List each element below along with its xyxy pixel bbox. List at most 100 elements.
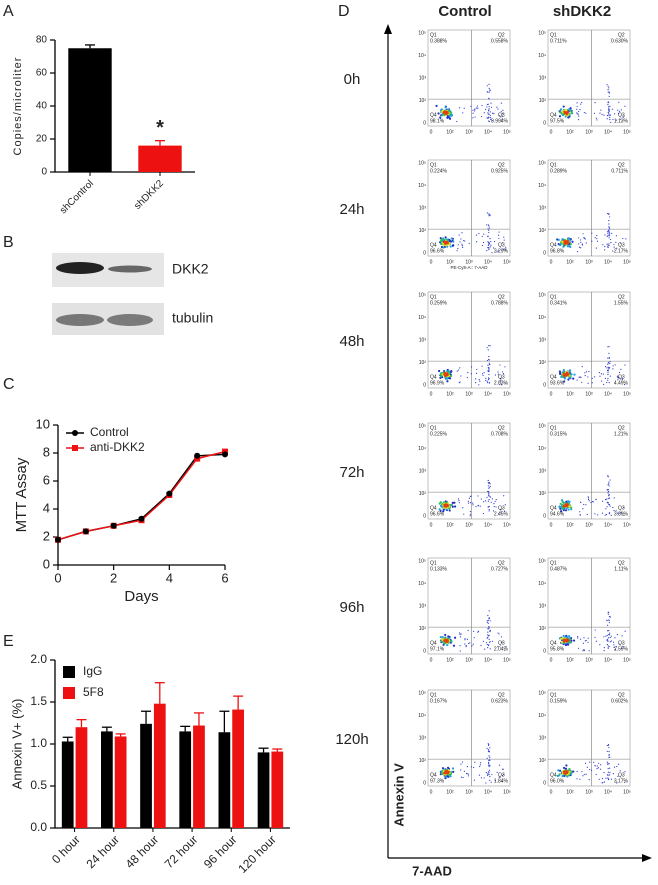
event-dot [594,765,596,767]
event-dot [587,496,589,498]
event-dot [464,240,466,242]
event-dot [566,245,570,248]
event-dot [561,238,564,241]
event-dot [453,636,457,639]
event-dot [603,781,606,783]
event-dot [463,513,465,515]
event-dot [500,508,502,510]
event-dot [487,614,489,617]
event-dot [494,500,496,503]
event-dot [607,647,609,649]
event-dot [469,642,471,644]
event-dot [604,245,606,248]
event-dot [489,496,492,498]
event-dot [487,479,489,482]
event-dot [487,370,489,372]
marker [110,522,117,529]
event-dot [468,242,470,244]
quadrant-value: 0.259% [430,300,448,306]
flow-tick: 10⁵ [538,160,546,166]
event-dot [488,618,491,620]
flow-tick: 10⁵ [418,558,426,564]
event-dot [458,502,460,504]
quadrant-name: Q3 [498,505,505,511]
event-dot [606,634,608,636]
event-dot [606,246,609,248]
event-dot [487,110,490,112]
event-dot [449,370,453,373]
event-dot [467,629,469,632]
event-dot [620,109,622,111]
event-dot [607,229,610,232]
event-dot [490,118,492,121]
event-dot [584,238,586,240]
event-dot [488,487,490,489]
event-dot [608,756,610,758]
event-dot [462,776,464,779]
event-dot [607,777,609,779]
event-dot [609,375,611,377]
event-dot [594,636,596,638]
event-dot [579,778,581,780]
event-dot [445,770,448,774]
event-dot [607,85,609,87]
quadrant-name: Q1 [430,294,437,300]
event-dot [608,223,610,225]
event-dot [596,765,598,767]
event-dot [441,114,444,117]
event-dot [606,381,608,384]
quadrant-value: 1.55% [614,300,629,306]
event-dot [613,243,615,246]
flow-tick: 10⁵ [538,423,546,429]
event-dot [465,772,468,775]
event-dot [495,506,497,508]
event-dot [485,771,488,774]
event-dot [492,247,495,249]
quadrant-value: 1.13% [614,118,629,124]
event-dot [486,359,488,362]
event-dot [591,232,593,234]
y-tick-label: 1.0 [30,736,47,750]
event-dot [442,111,445,114]
event-dot [487,635,489,637]
event-dot [587,382,589,384]
quadrant-value: 0.224% [430,168,448,174]
event-dot [606,624,609,626]
event-dot [607,492,609,494]
event-dot [608,228,610,230]
quadrant-value: 96.9% [430,380,445,386]
event-dot [453,501,456,504]
event-dot [485,379,487,381]
flow-tick: 10⁵ [418,690,426,696]
event-dot [488,755,490,757]
event-dot [608,503,610,505]
event-dot [497,632,499,634]
flow-tick: 10² [419,228,427,234]
event-dot [624,105,626,107]
event-dot [608,357,610,359]
flow-tick: 10⁵ [418,160,426,166]
event-dot [607,366,609,368]
arrow-head [642,854,652,862]
event-dot [487,647,489,649]
event-dot [606,114,609,117]
event-dot [579,514,581,516]
y-tick-label: 0.5 [30,778,47,792]
event-dot [612,118,614,121]
event-dot [481,373,484,375]
event-dot [459,645,461,647]
event-dot [607,637,610,639]
quadrant-name: Q1 [430,692,437,698]
event-dot [576,112,578,114]
flow-tick: 0 [430,657,433,663]
event-dot [470,373,472,375]
quadrant-value: 96.0% [550,778,565,784]
event-dot [481,244,484,247]
event-dot [487,382,489,384]
event-dot [607,743,610,746]
plot-frame [547,557,631,655]
event-dot [486,621,488,623]
event-dot [487,377,490,379]
event-dot [613,246,615,248]
